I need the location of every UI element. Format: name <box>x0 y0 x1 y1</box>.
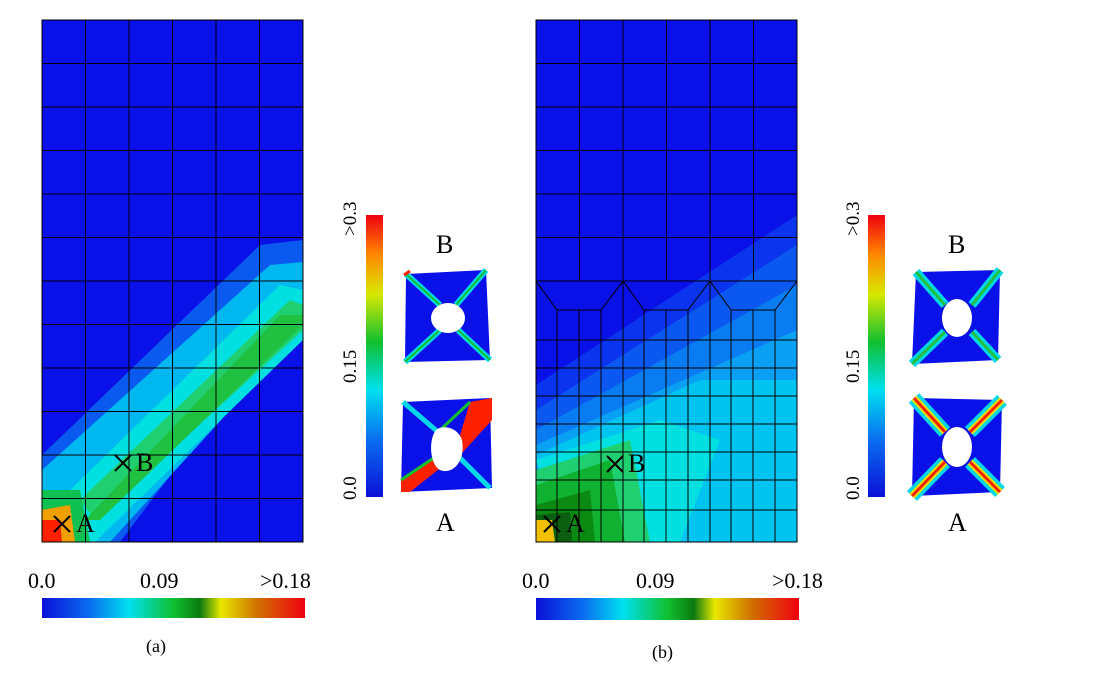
inset-bottom-label-a: A <box>436 508 455 537</box>
inset-colorbar-max-label-b: >0.3 <box>843 201 864 236</box>
colorbar-max-label-b: >0.18 <box>772 568 823 593</box>
colorbar-b <box>536 598 799 620</box>
inset-colorbar-min-label-b: 0.0 <box>843 476 864 500</box>
caption-a: (a) <box>146 636 166 656</box>
mesh-grid-b <box>535 19 798 543</box>
colorbar-a <box>42 598 305 618</box>
colorbar-min-label-b: 0.0 <box>522 568 550 593</box>
colorbar-max-label-a: >0.18 <box>260 568 311 593</box>
inset-element-a-a <box>400 398 492 492</box>
inset-colorbar-a <box>366 215 383 497</box>
inset-element-b-a <box>402 268 493 365</box>
marker-a-a <box>53 515 71 533</box>
point-b-label-a: B <box>136 448 154 477</box>
inset-element-b-b <box>908 267 1004 368</box>
caption-b: (b) <box>652 642 673 662</box>
mesh-grid-a <box>41 19 304 543</box>
inset-top-label-a: B <box>436 230 454 259</box>
point-b-label-b: B <box>628 449 646 478</box>
marker-b-b <box>606 455 624 473</box>
inset-bottom-label-b: A <box>948 508 967 537</box>
marker-b-a <box>114 454 132 472</box>
point-a-label-a: A <box>76 509 95 538</box>
marker-a-b <box>543 515 561 533</box>
inset-colorbar-mid-label-a: 0.15 <box>340 349 361 383</box>
colorbar-mid-label-a: 0.09 <box>140 568 179 593</box>
point-a-label-b: A <box>566 509 585 538</box>
inset-colorbar-b <box>868 215 885 497</box>
inset-element-a-b <box>906 393 1007 501</box>
inset-colorbar-mid-label-b: 0.15 <box>843 349 864 383</box>
inset-top-label-b: B <box>948 230 966 259</box>
inset-colorbar-max-label-a: >0.3 <box>340 201 361 236</box>
colorbar-mid-label-b: 0.09 <box>636 568 675 593</box>
colorbar-min-label-a: 0.0 <box>28 568 56 593</box>
inset-colorbar-min-label-a: 0.0 <box>340 476 361 500</box>
